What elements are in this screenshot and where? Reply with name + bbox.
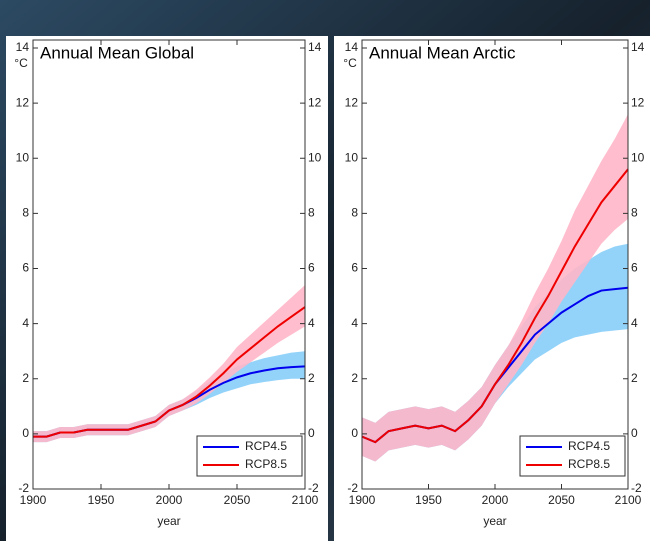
x-tick-label: 2100: [292, 493, 319, 507]
y-tick-label: 14: [345, 40, 359, 54]
y-tick-label: 4: [22, 316, 29, 330]
x-tick-label: 1900: [20, 493, 47, 507]
chart-title: Annual Mean Global: [40, 43, 194, 62]
y-tick-label: 0: [308, 426, 315, 440]
y-tick-label: 8: [22, 206, 29, 220]
y-tick-label: 10: [308, 150, 322, 164]
y-tick-label: 0: [22, 426, 29, 440]
legend-label: RCP4.5: [245, 439, 287, 453]
y-tick-label: 10: [631, 150, 645, 164]
legend-label: RCP4.5: [568, 439, 610, 453]
y-tick-label: 0: [351, 426, 358, 440]
y-tick-label: 12: [631, 95, 645, 109]
chart-title: Annual Mean Arctic: [369, 43, 516, 62]
y-tick-label: 8: [351, 206, 358, 220]
x-axis-label: year: [483, 514, 506, 528]
y-tick-label: 14: [308, 40, 322, 54]
x-axis-label: year: [157, 514, 180, 528]
y-tick-label: 8: [308, 206, 315, 220]
y-tick-label: 4: [631, 316, 638, 330]
x-tick-label: 2000: [156, 493, 183, 507]
legend-label: RCP8.5: [568, 457, 610, 471]
x-tick-label: 1950: [415, 493, 442, 507]
y-tick-label: 2: [631, 371, 638, 385]
y-unit: °C: [14, 56, 28, 70]
page: -2-2002244668810101212141419001950200020…: [0, 0, 650, 541]
x-tick-label: 1950: [88, 493, 115, 507]
y-tick-label: 12: [16, 95, 30, 109]
x-tick-label: 2050: [224, 493, 251, 507]
y-tick-label: 6: [22, 261, 29, 275]
y-tick-label: 10: [345, 150, 359, 164]
y-tick-label: 12: [308, 95, 322, 109]
x-tick-label: 1900: [349, 493, 376, 507]
y-tick-label: 2: [351, 371, 358, 385]
x-tick-label: 2000: [482, 493, 509, 507]
y-tick-label: 4: [351, 316, 358, 330]
y-tick-label: 0: [631, 426, 638, 440]
x-tick-label: 2050: [548, 493, 575, 507]
y-tick-label: 14: [16, 40, 30, 54]
y-tick-label: 4: [308, 316, 315, 330]
y-tick-label: 6: [631, 261, 638, 275]
y-tick-label: 6: [308, 261, 315, 275]
x-tick-label: 2100: [615, 493, 642, 507]
y-tick-label: 12: [345, 95, 359, 109]
y-tick-label: 10: [16, 150, 30, 164]
y-tick-label: 2: [22, 371, 29, 385]
y-tick-label: 8: [631, 206, 638, 220]
y-unit: °C: [343, 56, 357, 70]
legend-label: RCP8.5: [245, 457, 287, 471]
y-tick-label: 14: [631, 40, 645, 54]
y-tick-label: 2: [308, 371, 315, 385]
y-tick-label: 6: [351, 261, 358, 275]
figure: -2-2002244668810101212141419001950200020…: [0, 0, 650, 541]
